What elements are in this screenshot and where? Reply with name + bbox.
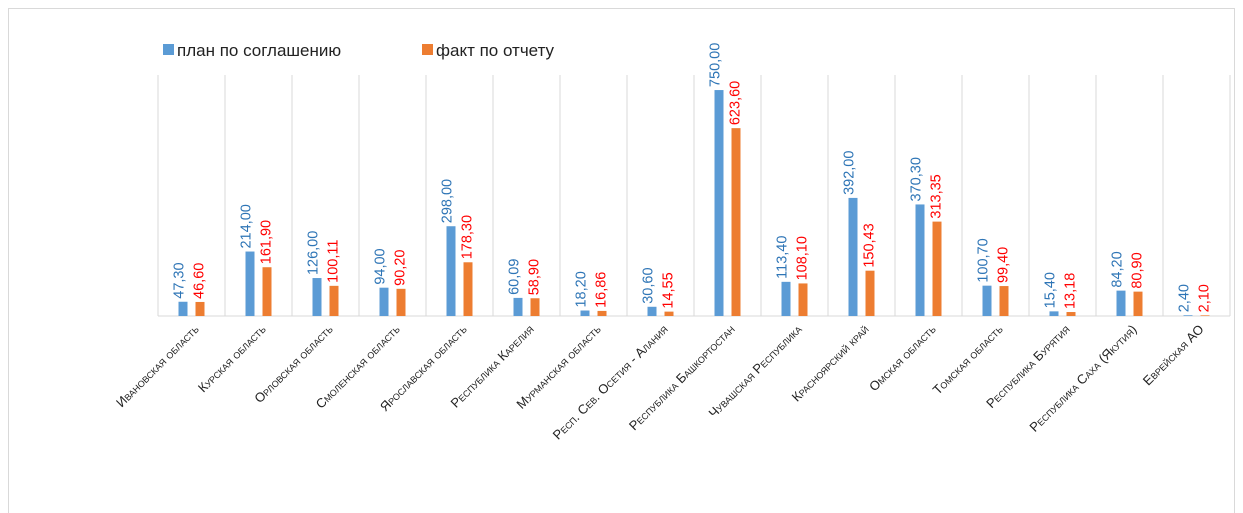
bar xyxy=(245,251,255,316)
data-label: 126,00 xyxy=(306,231,322,275)
data-label: 370,30 xyxy=(909,157,925,201)
data-label: 623,60 xyxy=(728,81,744,125)
bar xyxy=(1049,311,1059,316)
x-tick-label: Респ. Сев. Осетия - Алания xyxy=(550,322,671,443)
data-label: 108,10 xyxy=(795,236,811,280)
bar xyxy=(379,287,389,316)
bar xyxy=(1183,315,1193,316)
data-label: 214,00 xyxy=(239,204,255,248)
bar xyxy=(664,311,674,316)
data-label: 80,90 xyxy=(1130,252,1146,288)
bar xyxy=(1066,312,1076,316)
legend-label: факт по отчету xyxy=(436,41,555,60)
data-label: 30,60 xyxy=(641,267,657,303)
chart-border xyxy=(8,8,1235,513)
bar xyxy=(396,288,406,316)
data-label: 15,40 xyxy=(1043,272,1059,308)
data-label: 46,60 xyxy=(192,263,208,299)
data-label: 99,40 xyxy=(996,247,1012,283)
data-label: 750,00 xyxy=(708,43,724,87)
bar xyxy=(1116,290,1126,316)
bar xyxy=(1133,291,1143,316)
data-label: 94,00 xyxy=(373,248,389,284)
data-label: 161,90 xyxy=(259,220,275,264)
bar xyxy=(195,301,205,316)
bar xyxy=(513,297,523,316)
data-label: 150,43 xyxy=(862,223,878,267)
legend-swatch xyxy=(163,44,174,55)
bar xyxy=(714,90,724,316)
bar xyxy=(312,278,322,316)
data-label: 100,70 xyxy=(976,238,992,282)
bar xyxy=(781,281,791,316)
legend-swatch xyxy=(422,44,433,55)
bar xyxy=(530,298,540,316)
data-label: 392,00 xyxy=(842,151,858,195)
bar xyxy=(446,226,456,316)
x-tick-label: Курская область xyxy=(195,321,269,395)
bar xyxy=(848,197,858,316)
bar xyxy=(1200,315,1210,316)
bar xyxy=(647,306,657,316)
data-label: 13,18 xyxy=(1063,273,1079,309)
data-label: 84,20 xyxy=(1110,251,1126,287)
x-tick-label: Еврейская АО xyxy=(1140,322,1207,389)
data-label: 178,30 xyxy=(460,215,476,259)
data-label: 14,55 xyxy=(661,272,677,308)
legend-label: план по соглашению xyxy=(177,41,341,60)
data-label: 113,40 xyxy=(775,236,791,279)
data-label: 90,20 xyxy=(393,250,409,286)
data-label: 313,35 xyxy=(929,174,945,218)
x-tick-label: Томская область xyxy=(930,321,1006,397)
bar xyxy=(731,128,741,316)
bar xyxy=(178,301,188,316)
bar xyxy=(597,310,607,316)
x-tick-label: Республика Саха (Якутия) xyxy=(1026,322,1139,435)
data-label: 100,11 xyxy=(326,240,342,283)
bar xyxy=(262,267,272,316)
data-label: 58,90 xyxy=(527,259,543,295)
data-label: 2,10 xyxy=(1197,284,1213,312)
x-tick-label: Омская область xyxy=(866,321,939,394)
bar xyxy=(580,310,590,316)
data-label: 47,30 xyxy=(172,262,188,298)
data-label: 298,00 xyxy=(440,179,456,223)
data-label: 2,40 xyxy=(1177,284,1193,312)
bar xyxy=(999,286,1009,316)
bar xyxy=(915,204,925,316)
data-label: 18,20 xyxy=(574,271,590,307)
x-tick-label: Ивановская область xyxy=(113,321,202,410)
bar xyxy=(865,270,875,316)
bar xyxy=(798,283,808,316)
bar xyxy=(982,285,992,316)
bar xyxy=(463,262,473,316)
bar xyxy=(932,221,942,316)
data-label: 16,86 xyxy=(594,272,610,308)
data-label: 60,09 xyxy=(507,259,523,295)
bar xyxy=(329,285,339,316)
